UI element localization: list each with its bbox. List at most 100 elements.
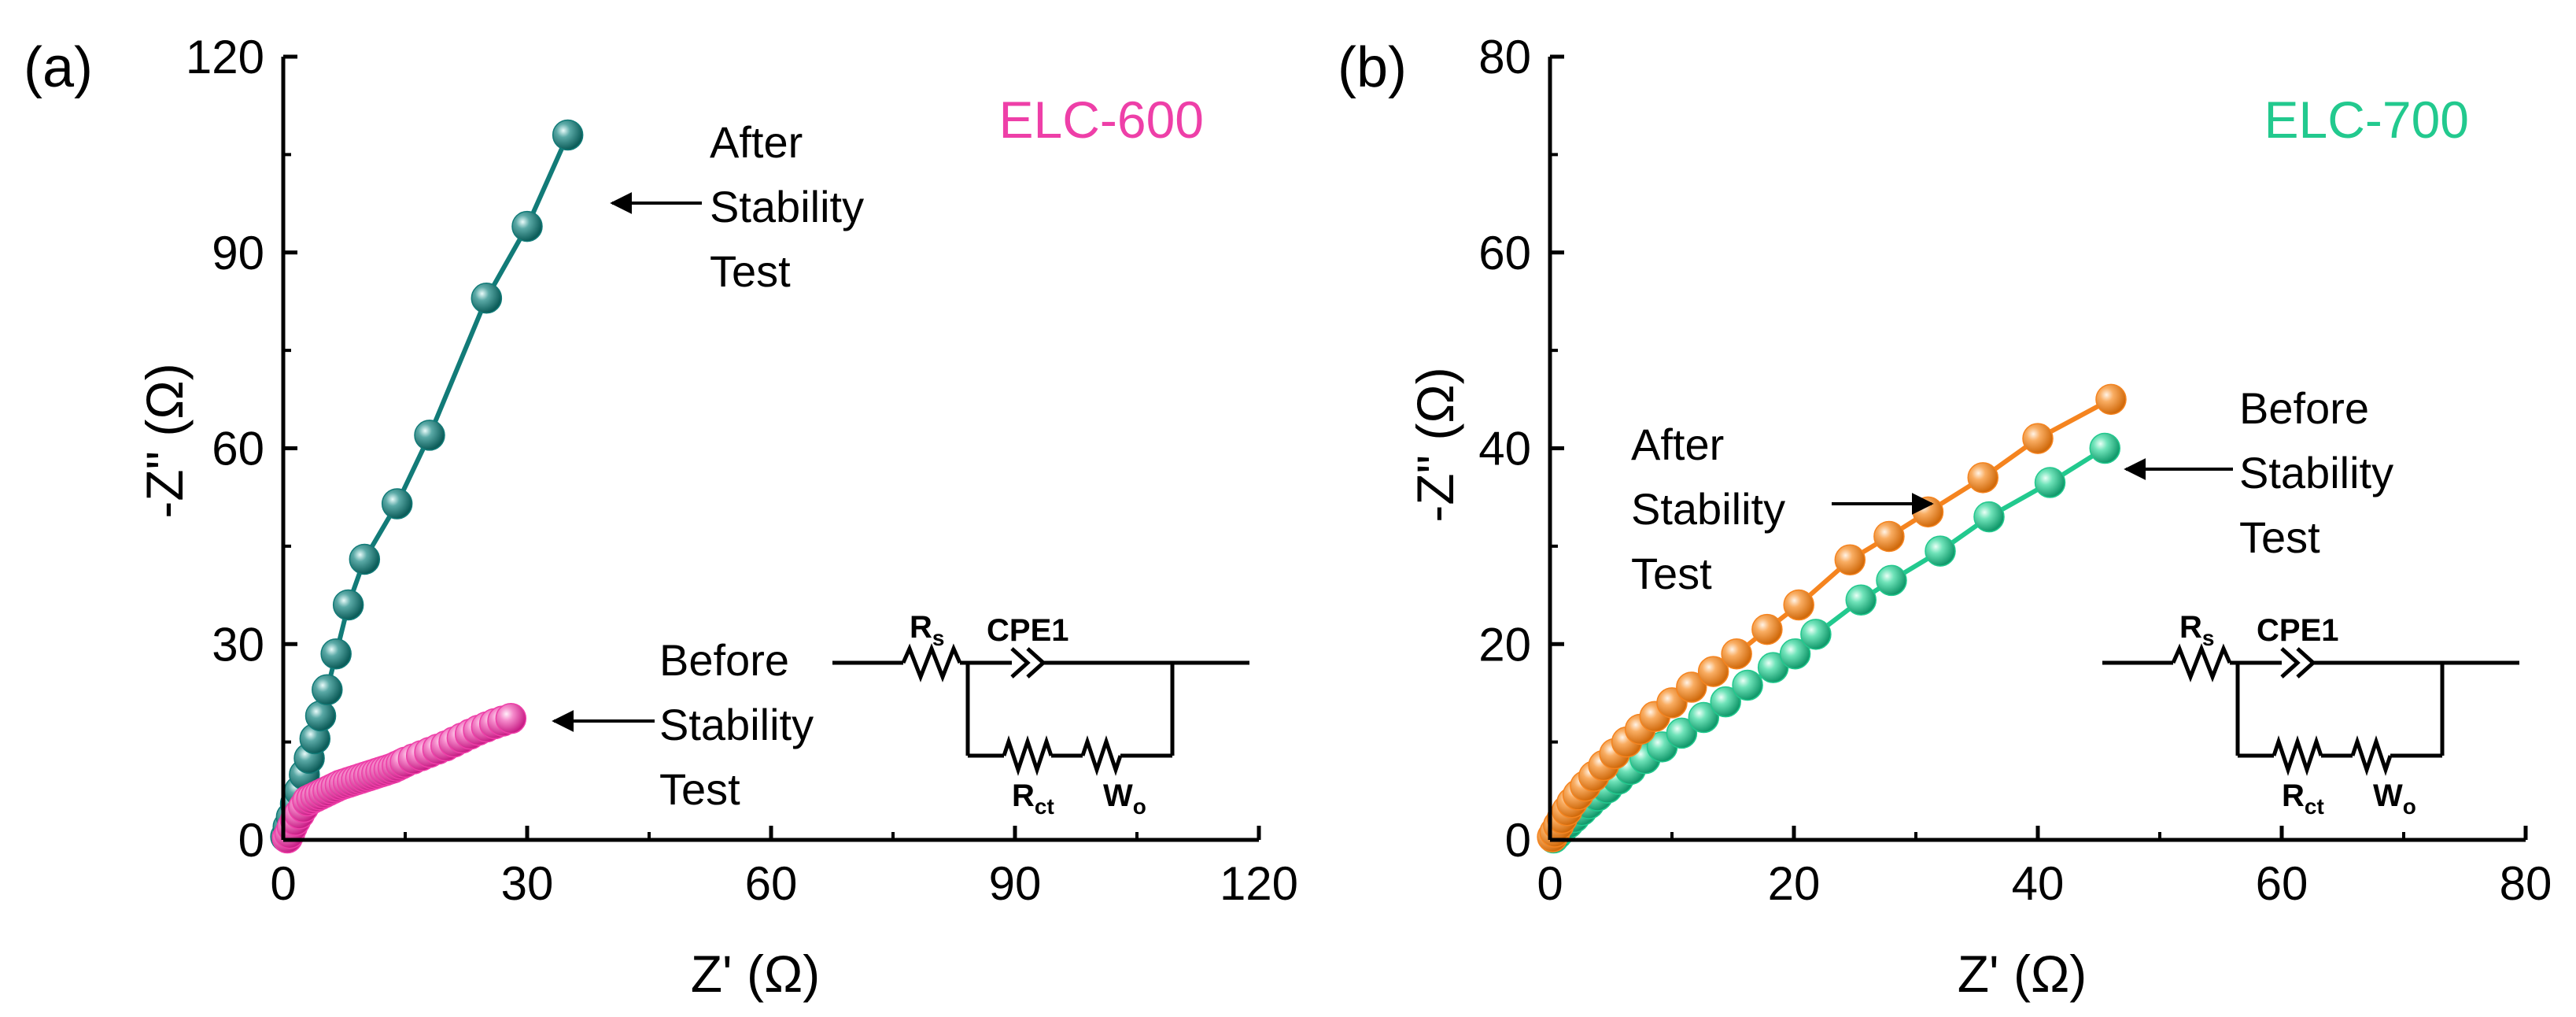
annotation-after: After Stability Test [610, 117, 864, 296]
data-point [2022, 423, 2054, 454]
x-tick-label: 120 [1220, 857, 1298, 910]
equivalent-circuit-a: Rs CPE1 Rct Wo [832, 610, 1249, 819]
b-circuit-rs-label: Rs [2179, 610, 2214, 650]
resistor-rct [1002, 735, 1054, 776]
data-point [1721, 638, 1752, 670]
data-point [1800, 619, 1832, 650]
circuit-wo-label: Wo [1103, 778, 1146, 819]
panel-b: (b) ELC-700 0 20 40 60 80 0 20 40 60 80 Z' (Ω) -Z… [1338, 31, 2552, 1003]
panel-a-label: (a) [24, 36, 93, 99]
b-resistor-rs [2171, 643, 2232, 682]
data-point [1732, 669, 1763, 701]
b-cpe-element [2280, 647, 2316, 679]
y-tick-label: 60 [212, 423, 264, 475]
data-point [495, 703, 527, 734]
series-before-stability-test [271, 703, 527, 854]
data-point [1697, 656, 1729, 687]
panel-b-xlabel: Z' (Ω) [1958, 945, 2087, 1003]
x-tick-label: 20 [1768, 857, 1821, 910]
annotation-after-line-2: Stability [710, 182, 864, 231]
panel-b-series-title: ELC-700 [2264, 91, 2470, 149]
data-point [511, 210, 543, 242]
panel-b-axes: 0 20 40 60 80 0 20 40 60 80 [1478, 31, 2552, 910]
y-tick-label: 80 [1478, 31, 1531, 83]
annotation-after-line-1: After [710, 117, 803, 167]
y-tick-label: 90 [212, 227, 264, 279]
data-point [1925, 535, 1956, 567]
circuit-rct-label: Rct [1012, 778, 1054, 819]
data-point [312, 674, 343, 706]
data-point [1710, 686, 1741, 718]
data-point [332, 589, 364, 621]
annotation-b-before-line-2: Stability [2239, 448, 2393, 497]
data-point [1666, 717, 1698, 749]
panel-b-series [1537, 383, 2127, 854]
b-resistor-rct [2272, 735, 2323, 776]
data-point [471, 283, 503, 314]
panel-b-label: (b) [1338, 36, 1407, 99]
y-tick-label: 120 [186, 31, 264, 83]
b-circuit-cpe-label: CPE1 [2257, 613, 2339, 648]
x-tick-label: 80 [2500, 857, 2552, 910]
x-tick-label: 60 [745, 857, 798, 910]
data-point [552, 119, 584, 151]
annotation-b-before: Before Stability Test [2124, 383, 2393, 562]
b-circuit-rct-label: Rct [2282, 778, 2324, 819]
y-tick-label: 0 [1505, 814, 1531, 867]
cpe-element [1010, 647, 1046, 679]
y-tick-label: 0 [238, 814, 264, 867]
annotation-after-line-3: Test [710, 246, 791, 296]
y-tick-label: 40 [1478, 423, 1531, 475]
x-tick-label: 0 [270, 857, 296, 910]
data-point [1688, 701, 1720, 734]
data-point [1876, 564, 1907, 597]
data-point [2089, 432, 2120, 464]
annotation-b-after-line-1: After [1631, 420, 1724, 469]
annotation-b-after: After Stability Test [1631, 420, 1934, 598]
b-circuit-wo-label: Wo [2373, 778, 2416, 819]
y-tick-label: 30 [212, 618, 264, 671]
panel-a-axes: 0 30 60 90 120 0 30 60 90 120 [186, 31, 1298, 910]
annotation-before-line-2: Stability [659, 700, 814, 749]
data-point [2034, 467, 2066, 498]
circuit-cpe-label: CPE1 [987, 613, 1069, 648]
annotation-before: Before Stability Test [552, 635, 814, 814]
data-point [2095, 383, 2127, 416]
circuit-rs-label: Rs [910, 610, 944, 650]
annotation-b-before-line-3: Test [2239, 512, 2320, 562]
x-tick-label: 0 [1537, 857, 1563, 910]
panel-a-series-title: ELC-600 [999, 91, 1205, 149]
data-point [1973, 501, 2005, 533]
panel-a-xlabel: Z' (Ω) [691, 945, 821, 1003]
data-point [320, 638, 352, 670]
data-point [1779, 638, 1811, 670]
b-warburg-wo [2350, 735, 2393, 776]
data-point [414, 420, 445, 451]
x-tick-label: 60 [2256, 857, 2308, 910]
annotation-b-after-line-3: Test [1631, 549, 1712, 598]
y-tick-label: 20 [1478, 618, 1531, 671]
resistor-rs [901, 643, 962, 682]
panel-a-series [270, 119, 584, 854]
data-point [1751, 613, 1783, 645]
data-point [1676, 671, 1707, 703]
warburg-wo [1080, 735, 1123, 776]
data-point [1967, 462, 1998, 494]
series-before-stability-test [1537, 432, 2120, 854]
data-point [1873, 520, 1905, 553]
equivalent-circuit-b: Rs CPE1 Rct Wo [2102, 610, 2519, 819]
data-point [381, 488, 413, 520]
annotation-b-after-line-2: Stability [1631, 484, 1785, 534]
data-point [1783, 589, 1814, 621]
data-point [1912, 496, 1944, 528]
x-tick-label: 40 [2012, 857, 2065, 910]
x-tick-label: 30 [501, 857, 554, 910]
data-point [304, 700, 337, 732]
panel-b-ylabel: -Z" (Ω) [1406, 367, 1464, 522]
data-point [1845, 584, 1877, 616]
annotation-before-line-3: Test [659, 764, 740, 814]
x-tick-label: 90 [989, 857, 1042, 910]
panel-a-ylabel: -Z" (Ω) [135, 363, 194, 518]
